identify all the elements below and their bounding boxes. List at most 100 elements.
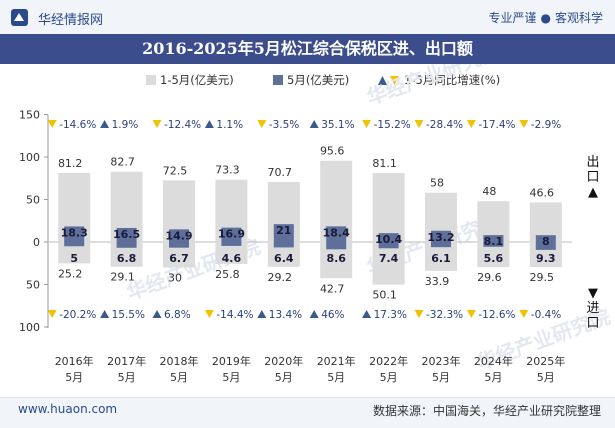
x-tick-label-year: 2023年	[422, 354, 461, 368]
import-growth-up-icon	[100, 310, 110, 318]
export-growth-up-icon	[204, 120, 214, 128]
export-growth-label: 1.1%	[216, 119, 243, 131]
x-tick-label-month: 5月	[432, 371, 450, 384]
legend-swatch-1	[273, 75, 283, 85]
import-growth-label: 13.4%	[269, 309, 302, 321]
export-month-bar	[169, 229, 189, 242]
site-link[interactable]: www.huaon.com	[18, 402, 118, 416]
x-tick-label-year: 2020年	[264, 354, 303, 368]
export-month-bar	[273, 224, 294, 242]
export-cumulative-label: 95.6	[320, 145, 345, 158]
export-month-bar	[378, 233, 399, 242]
import-side-label: 口	[586, 316, 599, 331]
x-tick-label-month: 5月	[118, 371, 136, 384]
export-month-label: 8.1	[484, 235, 504, 248]
data-source: 数据来源：中国海关，华经产业研究院整理	[372, 404, 601, 418]
slogan: 专业严谨 ● 客观科学	[488, 9, 603, 26]
import-growth-label: -0.4%	[531, 309, 561, 321]
export-cumulative-label: 46.6	[530, 186, 555, 199]
import-growth-down-icon	[466, 310, 476, 318]
legend-label-1: 5月(亿美元)	[287, 73, 349, 87]
data-labels: 81.2 18.3 5 25.2 82.7 16.5 6.8 29.1 72.5 14.9 6.7 3…	[58, 145, 556, 302]
export-cumulative-label: 48	[482, 185, 496, 198]
x-tick-label-month: 5月	[380, 371, 398, 384]
footer-bar	[0, 397, 615, 428]
export-month-label: 16.5	[113, 228, 140, 241]
x-tick-label-month: 5月	[65, 371, 83, 384]
import-side-label: 进	[586, 301, 599, 316]
import-growth-down-icon	[519, 310, 529, 318]
x-tick-label-year: 2021年	[317, 354, 356, 368]
import-cumulative-label: 29.5	[530, 271, 555, 284]
import-growth-down-icon	[414, 310, 424, 318]
export-month-bar	[64, 226, 85, 242]
export-cumulative-label: 73.3	[215, 164, 240, 177]
import-cumulative-label: 29.6	[477, 271, 502, 284]
export-cumulative-label: 81.2	[58, 157, 83, 170]
x-tick-label-month: 5月	[275, 371, 293, 384]
x-tick-label-month: 5月	[327, 371, 345, 384]
export-growth-up-icon	[309, 120, 319, 128]
import-month-bar	[273, 242, 294, 248]
export-month-label: 21	[276, 224, 291, 237]
export-growth-label: -17.4%	[478, 119, 515, 131]
export-side-label: 口	[586, 170, 599, 185]
import-cumulative-label: 29.2	[268, 271, 293, 284]
import-growth-up-icon	[257, 310, 267, 318]
import-cumulative-label: 25.2	[58, 267, 83, 280]
export-month-label: 8	[542, 235, 550, 248]
export-cumulative-label: 72.5	[163, 164, 188, 177]
x-tick-label-month: 5月	[537, 371, 555, 384]
x-tick-label-month: 5月	[170, 371, 188, 384]
export-growth-label: 35.1%	[321, 119, 354, 131]
import-month-label: 4.6	[222, 252, 242, 265]
export-cumulative-label: 70.7	[268, 166, 293, 179]
legend: 1-5月(亿美元) 5月(亿美元) 1-5月同比增速(%)	[146, 73, 500, 87]
import-growth-label: -20.2%	[59, 309, 96, 321]
import-cumulative-label: 30	[168, 272, 182, 285]
growth-labels: -14.6% 1.9% -12.4% 1.1% -3.5% 35.1% -15.2% -28.…	[47, 119, 561, 321]
import-growth-label: 6.8%	[164, 309, 191, 321]
export-cumulative-label: 81.1	[372, 157, 397, 170]
import-month-bar	[431, 242, 451, 248]
x-tick-label-year: 2016年	[55, 354, 94, 368]
export-month-label: 13.2	[427, 231, 454, 244]
export-month-label: 14.9	[165, 229, 192, 242]
x-tick-label-year: 2024年	[474, 354, 513, 368]
legend-down-icon	[390, 76, 399, 85]
x-axis-ticks: 2016年 5月 2017年 5月 2018年 5月 2019年 5月 2020年 5月 2021年…	[55, 354, 566, 384]
export-cumulative-label: 82.7	[110, 156, 135, 169]
export-month-label: 18.4	[323, 226, 350, 239]
export-month-bar	[326, 226, 347, 242]
legend-up-icon	[378, 76, 387, 85]
import-month-bar	[169, 242, 189, 248]
import-growth-up-icon	[309, 310, 319, 318]
export-month-bar	[483, 235, 504, 242]
x-tick-label-year: 2017年	[107, 354, 146, 368]
import-month-label: 9.3	[536, 252, 556, 265]
import-month-label: 5.6	[484, 252, 504, 265]
import-growth-down-icon	[204, 310, 214, 318]
export-growth-label: 1.9%	[112, 119, 139, 131]
x-tick-label-year: 2018年	[160, 354, 199, 368]
import-growth-label: -12.6%	[478, 309, 515, 321]
export-month-label: 16.9	[218, 228, 245, 241]
y-tick-label: 50	[26, 194, 40, 207]
import-month-label: 8.6	[326, 252, 346, 265]
x-tick-label-month: 5月	[222, 371, 240, 384]
export-growth-up-icon	[100, 120, 110, 128]
import-growth-label: -14.4%	[216, 309, 253, 321]
import-growth-label: 15.5%	[112, 309, 145, 321]
export-growth-down-icon	[466, 120, 476, 128]
import-growth-label: -32.3%	[426, 309, 463, 321]
import-cumulative-bar	[372, 242, 405, 285]
export-month-bar	[535, 235, 556, 242]
y-tick-label: 100	[19, 321, 40, 334]
export-cumulative-label: 58	[430, 177, 444, 190]
import-side-label: ▼	[588, 286, 598, 301]
slogan-left: 专业严谨	[488, 11, 537, 25]
export-month-label: 18.3	[61, 226, 88, 239]
x-tick-label-year: 2019年	[212, 354, 251, 368]
legend-label-0: 1-5月(亿美元)	[160, 73, 234, 87]
import-month-bar	[378, 242, 399, 249]
